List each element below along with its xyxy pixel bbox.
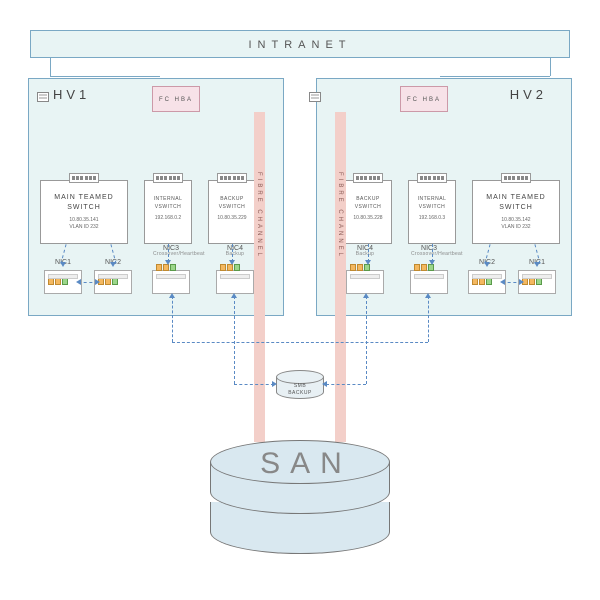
hv2-nic4: BackupNIC4 <box>346 270 384 294</box>
hv2-int-l1: INTERNAL <box>418 196 447 202</box>
hv1-main-switch: MAIN TEAMED SWITCH 10.80.35.141VLAN ID 23… <box>40 180 128 244</box>
hv2-internal-switch: INTERNAL VSWITCH 192.168.0.3 <box>408 180 456 244</box>
hv2-fchba: FC HBA <box>400 86 448 112</box>
hv2-main-vlan: VLAN ID 232 <box>501 224 530 230</box>
hv1-main-l1: MAIN TEAMED <box>54 194 114 201</box>
intranet-horiz-right <box>440 76 550 77</box>
conn-line <box>172 342 428 343</box>
server-icon <box>309 92 321 102</box>
hv1-int-l1: INTERNAL <box>154 196 183 202</box>
fibre-channel-right: FIBRE CHANNEL <box>335 112 346 442</box>
hv2-int-l2: VSWITCH <box>419 204 446 210</box>
conn-line <box>172 296 173 342</box>
intranet-drop-right <box>550 58 551 76</box>
hv1-nic4: BackupNIC4 <box>216 270 254 294</box>
arrow-icon <box>95 279 100 285</box>
conn-line <box>234 296 235 384</box>
switch-ports-icon <box>417 173 447 183</box>
hv2-bk-ip: 10.80.35.228 <box>345 215 391 222</box>
hv2-int-ip: 192.168.0.3 <box>409 215 455 222</box>
fc-label-left: FIBRE CHANNEL <box>256 172 262 259</box>
hv2-main-switch: MAIN TEAMED SWITCH 10.80.35.142VLAN ID 23… <box>472 180 560 244</box>
hv1-bk-ip: 10.80.35.229 <box>209 215 255 222</box>
switch-ports-icon <box>501 173 531 183</box>
hv1-int-ip: 192.168.0.2 <box>145 215 191 222</box>
arrow-icon <box>169 293 175 298</box>
conn-line <box>428 296 429 342</box>
hv1-fchba-label: FC HBA <box>159 97 193 103</box>
san-label: SAN <box>260 447 352 480</box>
hv2-title: HV2 <box>510 87 547 102</box>
smb-backup: SMBBACKUP <box>276 370 324 402</box>
hv1-main-vlan: VLAN ID 232 <box>69 224 98 230</box>
arrow-icon <box>60 262 66 267</box>
hv2-fchba-label: FC HBA <box>407 97 441 103</box>
hv2-backup-switch: BACKUP VSWITCH 10.80.35.228 <box>344 180 392 244</box>
switch-ports-icon <box>69 173 99 183</box>
hv2-bk-l1: BACKUP <box>356 196 380 202</box>
intranet-bar: INTRANET <box>30 30 570 58</box>
server-icon <box>37 92 49 102</box>
arrow-icon <box>519 279 524 285</box>
arrow-icon <box>425 293 431 298</box>
hv1-main-ip: 10.80.35.141 <box>69 217 98 223</box>
hv2-nic3: Crossover/HeartbeatNIC3 <box>410 270 448 294</box>
arrow-icon <box>365 260 371 265</box>
hv1-nic4-label: NIC4 <box>217 245 253 252</box>
smb-line1: SMB <box>294 383 306 389</box>
hv2-main-l2: SWITCH <box>499 204 533 211</box>
conn-line <box>234 384 274 385</box>
fibre-channel-left: FIBRE CHANNEL <box>254 112 265 442</box>
hv2-bk-l2: VSWITCH <box>355 204 382 210</box>
switch-ports-icon <box>353 173 383 183</box>
hv2-main-l1: MAIN TEAMED <box>486 194 546 201</box>
hv1-backup-switch: BACKUP VSWITCH 10.80.35.229 <box>208 180 256 244</box>
intranet-label: INTRANET <box>249 39 352 51</box>
arrow-icon <box>231 293 237 298</box>
smb-line2: BACKUP <box>288 390 312 396</box>
intranet-drop-left <box>50 58 51 76</box>
intranet-horiz-left <box>50 76 160 77</box>
arrow-icon <box>484 262 490 267</box>
arrow-icon <box>110 262 116 267</box>
arrow-icon <box>500 279 505 285</box>
hv1-int-l2: VSWITCH <box>155 204 182 210</box>
arrow-icon <box>363 293 369 298</box>
arrow-icon <box>229 260 235 265</box>
arrow-icon <box>76 279 81 285</box>
switch-ports-icon <box>153 173 183 183</box>
arrow-icon <box>429 260 435 265</box>
san-storage: SAN <box>210 440 390 572</box>
hv1-title: HV1 <box>53 87 90 102</box>
conn-line <box>326 384 366 385</box>
arrow-icon <box>534 262 540 267</box>
hv1-main-l2: SWITCH <box>67 204 101 211</box>
hv2-main-ip: 10.80.35.142 <box>501 217 530 223</box>
hv1-bk-l2: VSWITCH <box>219 204 246 210</box>
hv1-nic3: Crossover/HeartbeatNIC3 <box>152 270 190 294</box>
conn-line <box>366 296 367 384</box>
hv1-internal-switch: INTERNAL VSWITCH 192.168.0.2 <box>144 180 192 244</box>
hv1-bk-l1: BACKUP <box>220 196 244 202</box>
switch-ports-icon <box>217 173 247 183</box>
hv2-nic4-label: NIC4 <box>347 245 383 252</box>
hv1-fchba: FC HBA <box>152 86 200 112</box>
fc-label-right: FIBRE CHANNEL <box>337 172 343 259</box>
arrow-icon <box>165 260 171 265</box>
